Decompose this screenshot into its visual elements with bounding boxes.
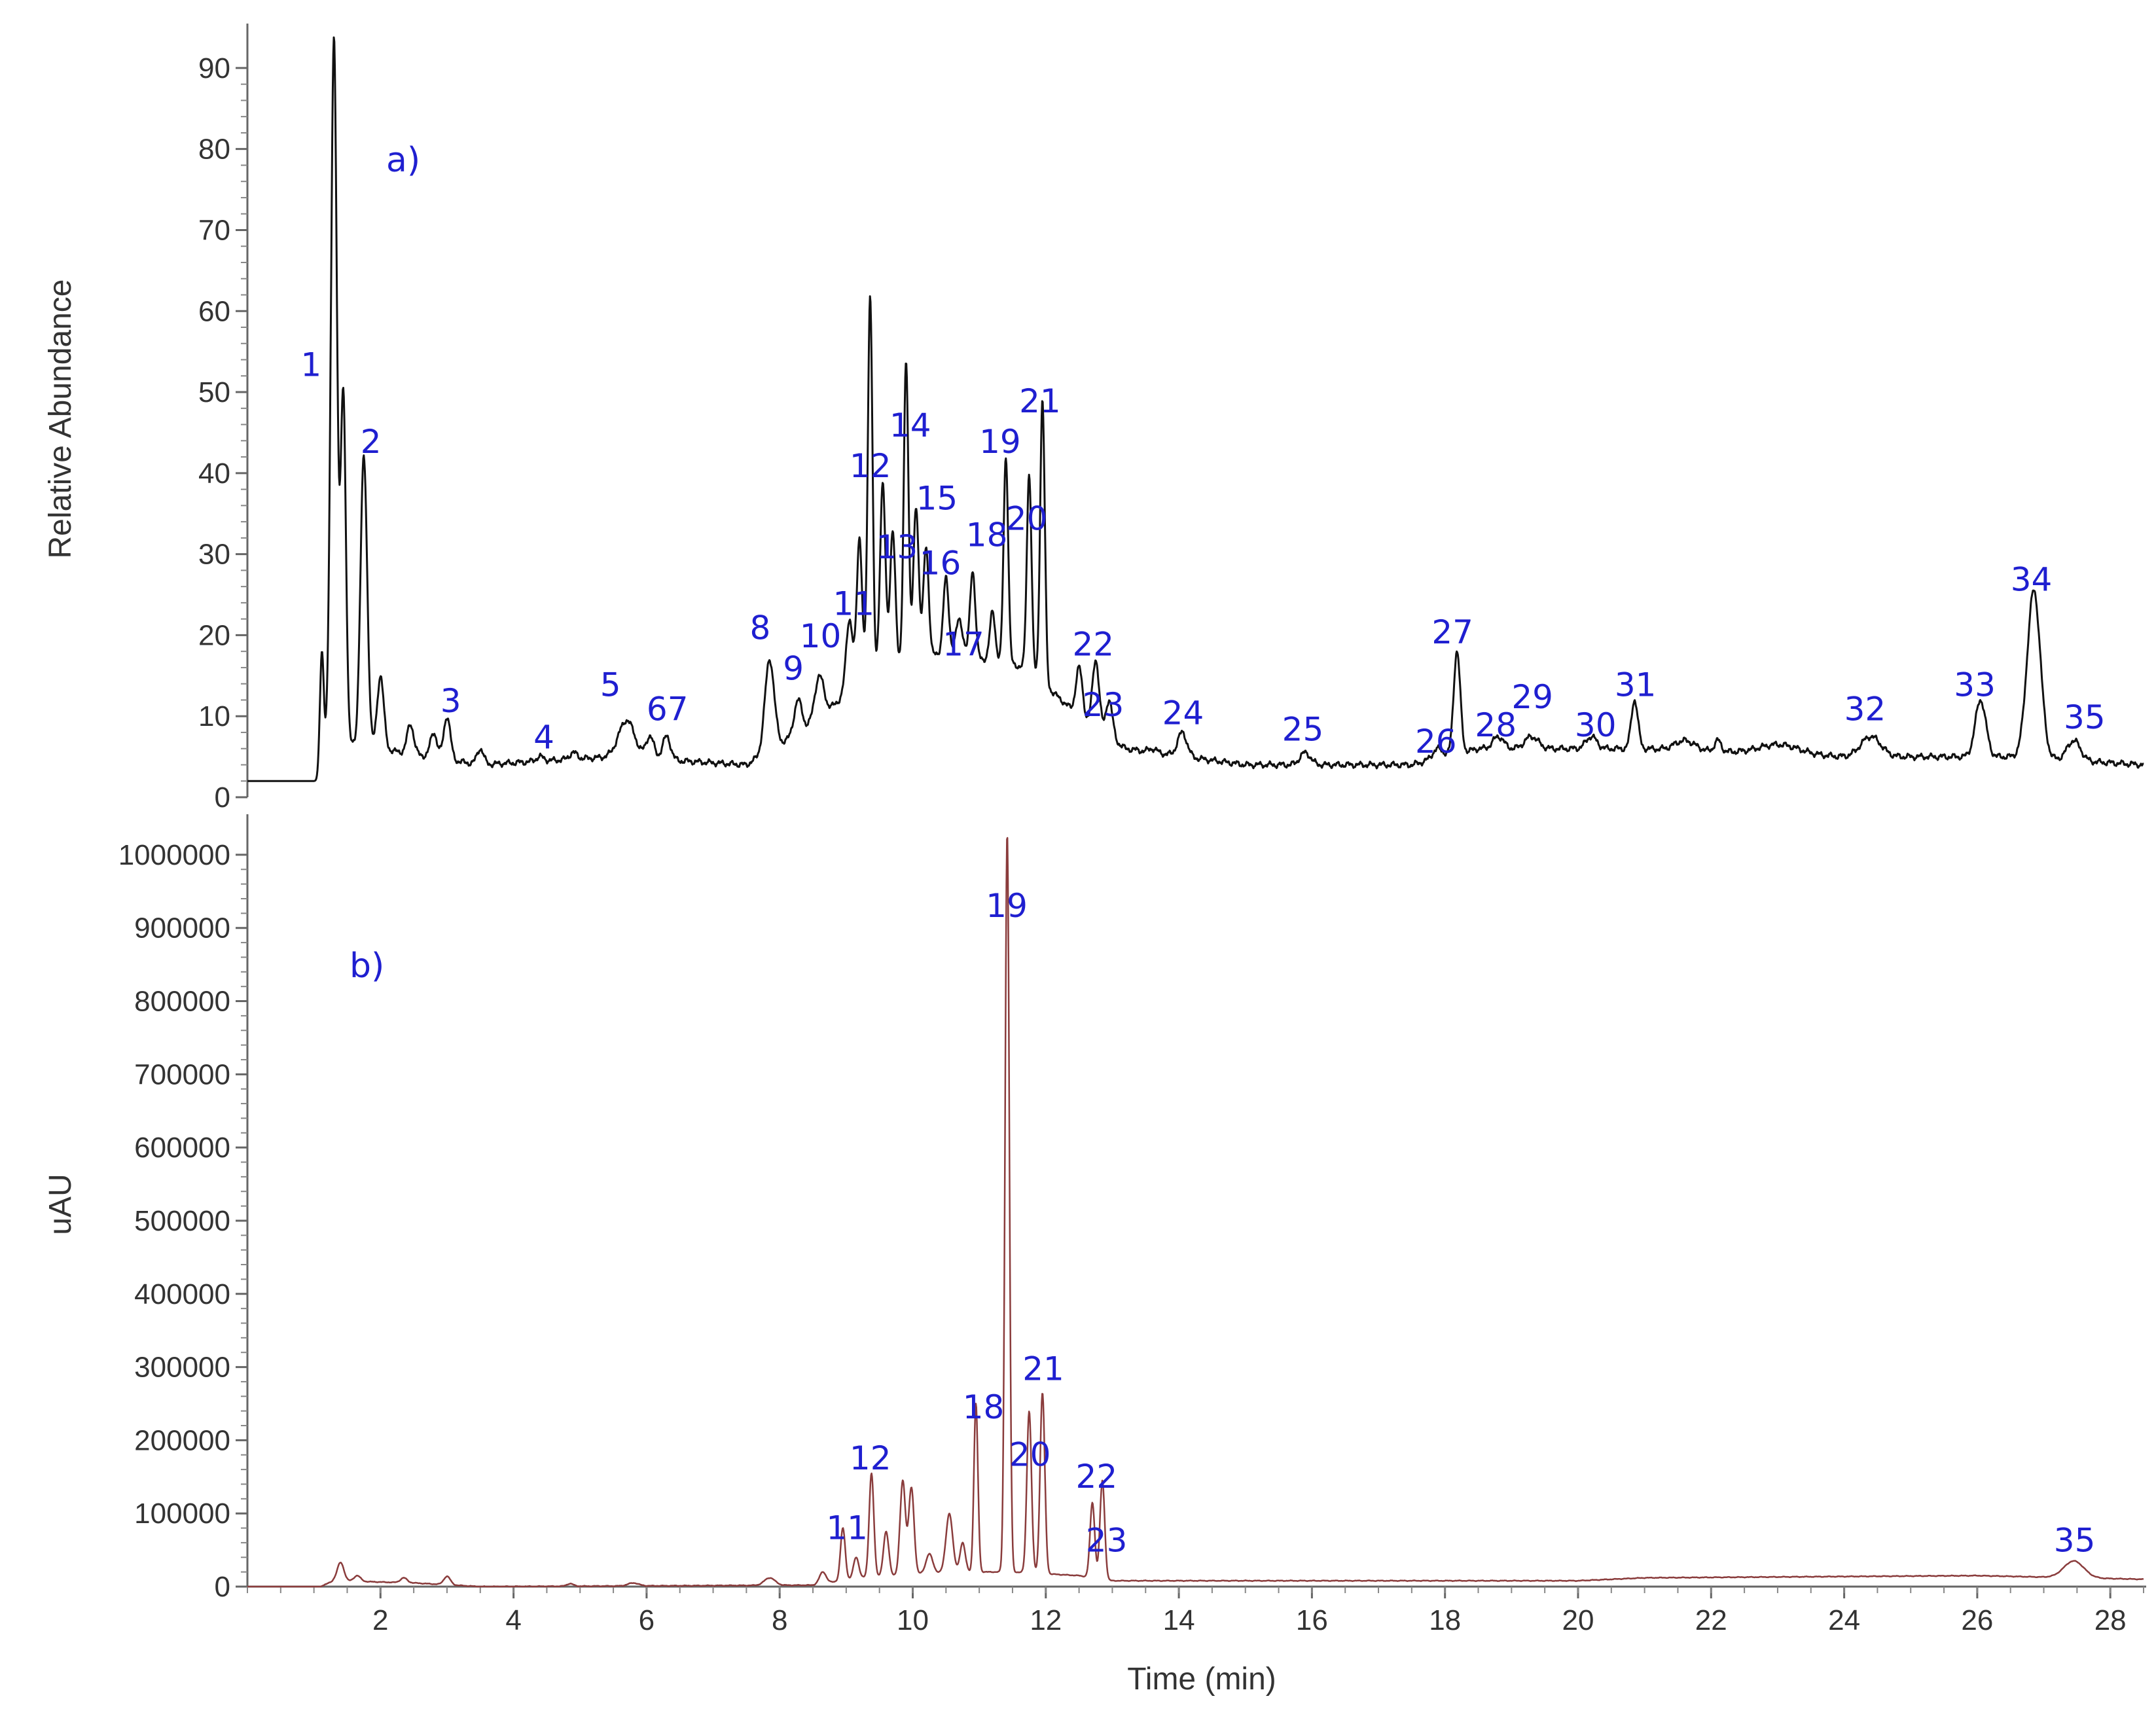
peak-label: 24 [1162,694,1204,732]
peak-label: 33 [1954,666,1996,704]
y-tick-label: 800000 [134,986,230,1018]
x-tick-label: 22 [1695,1604,1727,1636]
x-tick-label: 14 [1163,1604,1195,1636]
chromatogram-trace [247,837,2144,1588]
peak-label: 3 [440,682,461,720]
peak-label: 13 [876,528,918,566]
peak-label: 17 [943,625,984,663]
x-tick-label: 28 [2094,1604,2127,1636]
x-tick-label: 4 [505,1604,521,1636]
x-tick-label: 16 [1296,1604,1328,1636]
peak-label: 27 [1431,613,1473,651]
peak-label: 5 [600,666,621,704]
y-tick-label: 90 [198,52,230,84]
peak-label: 14 [889,406,931,444]
y-tick-label: 200000 [134,1424,230,1456]
x-tick-label: 12 [1030,1604,1062,1636]
x-tick-label: 2 [372,1604,388,1636]
y-tick-label: 0 [215,1571,230,1603]
y-tick-label: 900000 [134,912,230,944]
x-tick-label: 8 [772,1604,787,1636]
peak-label: 15 [916,480,958,518]
y-tick-label: 700000 [134,1058,230,1090]
chromatogram-trace [247,36,2144,782]
y-tick-label: 40 [198,458,230,490]
peak-label: 2 [361,423,382,461]
peak-label: 19 [979,423,1021,461]
y-tick-label: 20 [198,619,230,651]
panel-a-label: a) [386,141,420,180]
y-tick-label: 0 [215,782,230,814]
y-tick-label: 10 [198,700,230,732]
peak-label: 16 [920,545,961,583]
peak-label: 35 [2064,698,2106,736]
peak-label: 18 [963,1388,1005,1426]
peak-label: 22 [1072,625,1114,663]
peak-label: 21 [1019,382,1061,420]
peak-label: 31 [1615,666,1657,704]
peak-label: 23 [1086,1521,1128,1559]
y-tick-label: 600000 [134,1132,230,1164]
peak-label: 4 [533,719,554,757]
y-tick-label: 400000 [134,1278,230,1310]
peak-label: 8 [749,609,770,647]
peak-label: 30 [1575,706,1617,744]
x-tick-label: 18 [1429,1604,1461,1636]
peak-label: 26 [1415,723,1457,761]
x-tick-label: 10 [897,1604,929,1636]
x-tick-label: 24 [1828,1604,1860,1636]
panel-b-chromatogram: b) uAU Time (min) 0 100000 200000 300000 400… [43,814,2146,1697]
x-axis-title: Time (min) [1127,1662,1276,1697]
panel-a-chromatogram: a) Relative Abundance 0 10 20 30 40 50 60 70 80 9… [43,24,2144,814]
peak-label: 12 [850,1439,891,1477]
peak-label: 20 [1006,499,1048,537]
y-tick-label: 70 [198,214,230,246]
y-tick-label: 30 [198,539,230,571]
peak-label: 18 [966,516,1008,554]
peak-label: 20 [1009,1436,1051,1474]
panel-a-y-axis-title: Relative Abundance [43,279,78,559]
peak-label: 25 [1282,710,1324,748]
peak-label: 10 [800,617,842,655]
y-tick-label: 60 [198,295,230,327]
peak-label: 34 [2011,560,2053,598]
peak-label: 29 [1511,678,1553,716]
peak-label: 12 [850,447,891,485]
panel-b-y-axis-title: uAU [43,1174,78,1234]
panel-b-label: b) [350,946,384,986]
y-tick-label: 100000 [134,1498,230,1530]
y-tick-label: 300000 [134,1352,230,1384]
peak-label: 67 [647,690,689,728]
peak-label: 21 [1022,1350,1064,1388]
peak-label: 19 [986,887,1028,925]
x-tick-label: 20 [1562,1604,1594,1636]
y-tick-label: 50 [198,376,230,408]
y-tick-label: 1000000 [118,839,230,871]
x-tick-label: 6 [639,1604,655,1636]
peak-label: 11 [833,585,875,622]
peak-label: 22 [1076,1458,1118,1496]
peak-label: 35 [2054,1521,2096,1559]
peak-label: 23 [1083,686,1124,724]
y-tick-label: 80 [198,134,230,166]
y-tick-label: 500000 [134,1205,230,1237]
peak-label: 11 [826,1509,868,1547]
peak-label: 1 [300,346,321,384]
x-tick-label: 26 [1961,1604,1993,1636]
peak-label: 9 [783,650,804,688]
peak-label: 28 [1475,706,1517,744]
peak-label: 32 [1844,690,1886,728]
